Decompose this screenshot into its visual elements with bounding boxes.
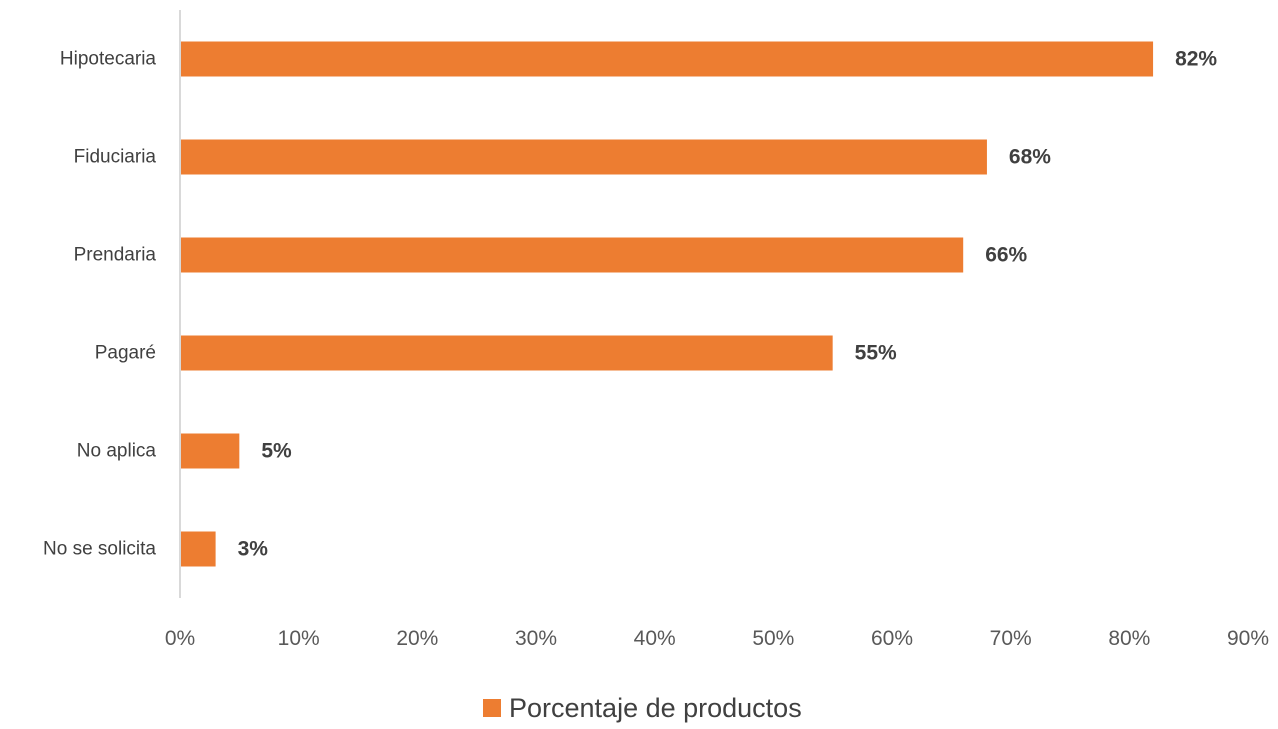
category-label-prendaria: Prendaria <box>74 245 157 266</box>
data-labels: 82% 68% 66% 55% 5% 3% <box>238 48 1218 561</box>
x-tick-label: 90% <box>1227 627 1269 650</box>
x-tick-label: 60% <box>871 627 913 650</box>
category-label-fiduciaria: Fiduciaria <box>74 147 157 168</box>
category-label-hipotecaria: Hipotecaria <box>60 49 157 70</box>
bar-hipotecaria <box>181 41 1154 77</box>
bar-fiduciaria <box>181 139 987 175</box>
legend: Porcentaje de productos <box>483 693 802 723</box>
data-label-no-aplica: 5% <box>261 440 292 463</box>
x-tick-label: 20% <box>396 627 438 650</box>
bar-no-se-solicita <box>181 531 216 567</box>
data-label-no-se-solicita: 3% <box>238 538 269 561</box>
category-label-pagare: Pagaré <box>95 343 156 364</box>
x-tick-label: 40% <box>634 627 676 650</box>
x-tick-label: 70% <box>990 627 1032 650</box>
x-tick-label: 0% <box>165 627 195 650</box>
legend-label: Porcentaje de productos <box>509 693 802 723</box>
x-tick-label: 50% <box>752 627 794 650</box>
data-label-pagare: 55% <box>855 342 897 365</box>
bar-pagare <box>181 335 833 371</box>
x-tick-label: 10% <box>278 627 320 650</box>
bar-no-aplica <box>181 433 240 469</box>
x-axis-ticks: 0% 10% 20% 30% 40% 50% 60% 70% 80% 90% <box>165 627 1269 650</box>
data-label-hipotecaria: 82% <box>1175 48 1217 71</box>
category-label-no-se-solicita: No se solicita <box>43 539 156 560</box>
legend-swatch <box>483 699 501 717</box>
x-tick-label: 30% <box>515 627 557 650</box>
data-label-prendaria: 66% <box>985 244 1027 267</box>
x-tick-label: 80% <box>1108 627 1150 650</box>
data-label-fiduciaria: 68% <box>1009 146 1051 169</box>
category-labels: Hipotecaria Fiduciaria Prendaria Pagaré No a… <box>43 49 156 560</box>
bar-prendaria <box>181 237 964 273</box>
category-label-no-aplica: No aplica <box>77 441 157 462</box>
bars-layer <box>181 41 1154 567</box>
